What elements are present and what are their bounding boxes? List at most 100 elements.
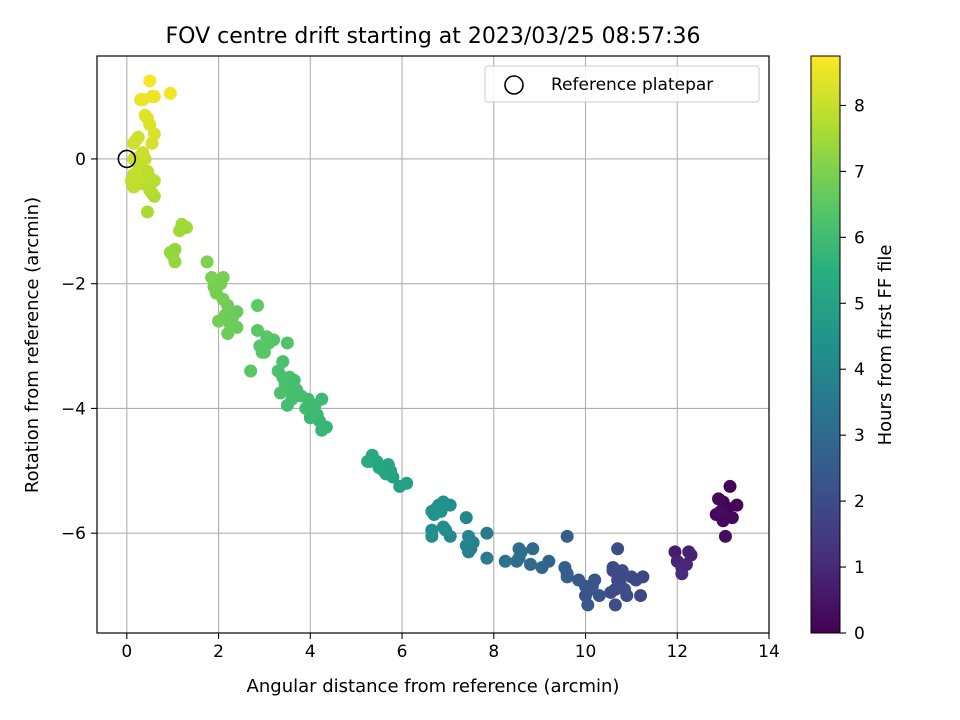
data-point [129, 133, 143, 147]
data-point [592, 589, 606, 603]
colorbar-ticks: 0 1 2 3 4 5 6 7 8 [840, 96, 865, 644]
data-point [205, 270, 219, 284]
data-point [124, 174, 138, 188]
legend-marker [504, 75, 524, 95]
colorbar-tick-label: 4 [854, 360, 865, 380]
data-point [459, 511, 473, 525]
colorbar-tick-label: 3 [854, 426, 865, 446]
colorbar-tick-label: 8 [854, 96, 865, 116]
y-tick-label: −4 [61, 399, 86, 419]
colorbar-tick-label: 2 [854, 492, 865, 512]
y-tick-label: −2 [61, 275, 86, 295]
y-axis-ticks: −6 −4 −2 0 [61, 150, 97, 544]
data-point [526, 542, 540, 556]
data-point [134, 93, 148, 107]
y-tick-label: −6 [61, 524, 86, 544]
colorbar-tick-label: 7 [854, 162, 865, 182]
data-point [725, 511, 739, 525]
data-point [280, 398, 294, 412]
data-point [221, 327, 235, 341]
x-tick-label: 6 [397, 642, 408, 662]
colorbar-tick-label: 1 [854, 558, 865, 578]
data-point [462, 545, 476, 559]
colorbar-tick-label: 0 [854, 624, 865, 644]
data-point [712, 492, 726, 506]
x-tick-label: 10 [575, 642, 597, 662]
data-point [679, 557, 693, 571]
data-point [214, 277, 228, 291]
legend-label: Reference platepar [551, 75, 713, 95]
colorbar-tick-label: 6 [854, 228, 865, 248]
x-tick-label: 12 [666, 642, 688, 662]
data-point [303, 411, 317, 425]
data-point [618, 582, 632, 596]
x-tick-label: 4 [305, 642, 316, 662]
colorbar: 0 1 2 3 4 5 6 7 8 Hours from first FF file [810, 55, 896, 644]
data-point [255, 345, 269, 359]
x-axis-label: Angular distance from reference (arcmin) [247, 676, 620, 697]
data-point [615, 564, 629, 578]
data-point [361, 454, 375, 468]
data-point [200, 255, 214, 269]
x-tick-label: 14 [758, 642, 780, 662]
y-tick-label: 0 [75, 150, 86, 170]
data-point [251, 323, 265, 337]
data-point [276, 355, 290, 369]
data-point [425, 504, 439, 518]
data-point [604, 585, 618, 599]
data-point [140, 205, 154, 219]
data-point [560, 529, 574, 543]
data-point [287, 373, 301, 387]
reference-marker [117, 149, 137, 169]
data-point [523, 557, 537, 571]
data-point [714, 504, 728, 518]
data-point [535, 561, 549, 575]
x-tick-label: 2 [213, 642, 224, 662]
data-point [168, 242, 182, 256]
data-point [225, 311, 239, 325]
x-axis-ticks: 0 2 4 6 8 10 12 14 [121, 633, 780, 662]
data-point [512, 551, 526, 565]
data-point [730, 498, 744, 512]
data-point [581, 598, 595, 612]
data-point [370, 454, 384, 468]
data-point [143, 74, 157, 88]
x-tick-label: 0 [121, 642, 132, 662]
y-axis-label: Rotation from reference (arcmin) [22, 197, 43, 493]
data-point [138, 108, 152, 122]
colorbar-tick-label: 5 [854, 294, 865, 314]
data-point [462, 529, 476, 543]
data-point [480, 551, 494, 565]
data-point [273, 386, 287, 400]
data-point [136, 146, 150, 160]
data-point [425, 529, 439, 543]
data-point [512, 542, 526, 556]
data-point [131, 164, 145, 178]
data-point [140, 164, 154, 178]
data-points [124, 74, 744, 612]
data-point [163, 86, 177, 100]
data-point [611, 542, 625, 556]
data-point [572, 573, 586, 587]
data-point [560, 570, 574, 584]
data-point [636, 570, 650, 584]
grid-lines [97, 56, 770, 633]
data-point [260, 330, 274, 344]
data-point [147, 90, 161, 104]
x-tick-label: 8 [488, 642, 499, 662]
data-point [498, 554, 512, 568]
data-point [608, 598, 622, 612]
data-point [212, 314, 226, 328]
data-point [585, 579, 599, 593]
data-point [718, 529, 732, 543]
data-point [244, 364, 258, 378]
chart-title: FOV centre drift starting at 2023/03/25 … [166, 24, 701, 49]
colorbar-label: Hours from first FF file [875, 245, 896, 446]
data-point [393, 479, 407, 493]
data-point [384, 464, 398, 478]
data-point [634, 589, 648, 603]
data-point [436, 520, 450, 534]
colorbar-gradient [810, 55, 841, 634]
data-point [723, 479, 737, 493]
